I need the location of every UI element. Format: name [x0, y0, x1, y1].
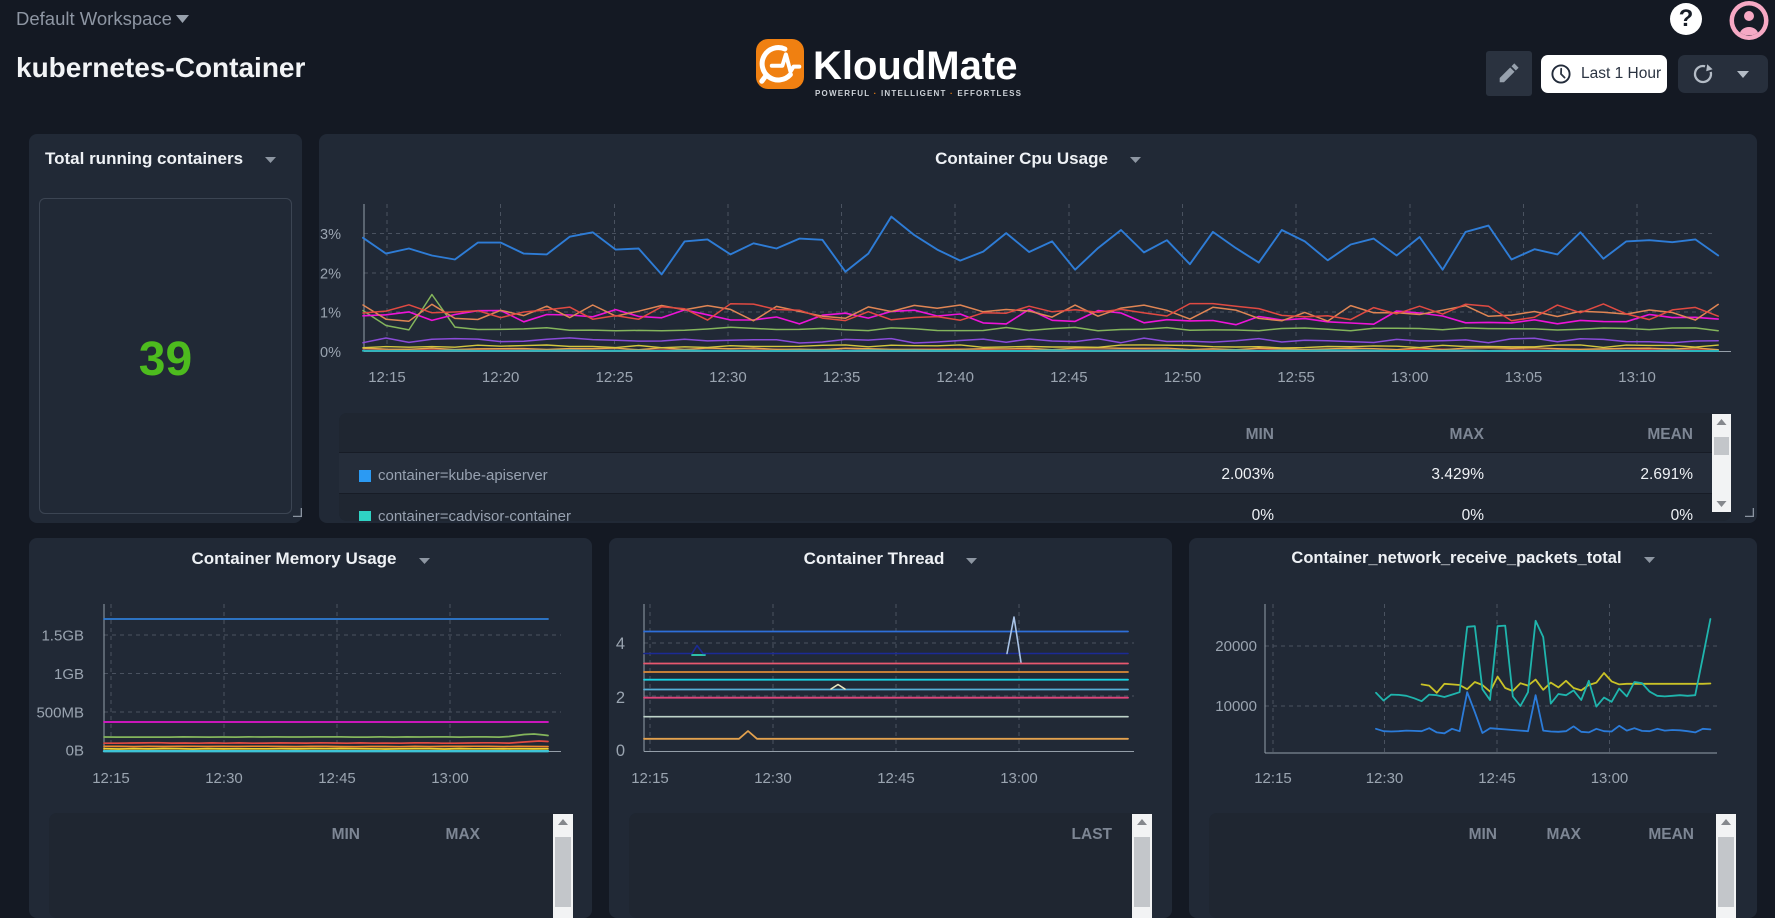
svg-text:13:10: 13:10 — [1618, 369, 1656, 386]
svg-text:2: 2 — [616, 689, 625, 707]
svg-text:0%: 0% — [320, 345, 341, 361]
svg-text:12:40: 12:40 — [936, 369, 974, 386]
svg-text:13:05: 13:05 — [1505, 369, 1543, 386]
svg-text:500MB: 500MB — [36, 705, 84, 722]
svg-text:13:00: 13:00 — [1591, 770, 1629, 787]
svg-text:2%: 2% — [320, 266, 341, 282]
svg-text:13:00: 13:00 — [1391, 369, 1429, 386]
svg-text:12:15: 12:15 — [368, 369, 406, 386]
svg-text:12:45: 12:45 — [318, 770, 356, 787]
svg-text:12:35: 12:35 — [823, 369, 861, 386]
svg-text:13:00: 13:00 — [1000, 770, 1038, 787]
svg-text:3%: 3% — [320, 227, 341, 243]
svg-text:12:30: 12:30 — [205, 770, 243, 787]
svg-text:13:00: 13:00 — [431, 770, 469, 787]
svg-text:12:30: 12:30 — [754, 770, 792, 787]
svg-text:12:30: 12:30 — [709, 369, 747, 386]
svg-text:12:15: 12:15 — [1254, 770, 1292, 787]
svg-text:10000: 10000 — [1215, 698, 1257, 715]
svg-text:12:45: 12:45 — [877, 770, 915, 787]
svg-text:12:45: 12:45 — [1050, 369, 1088, 386]
svg-text:1GB: 1GB — [54, 666, 84, 683]
svg-text:0: 0 — [616, 742, 625, 760]
svg-text:12:30: 12:30 — [1366, 770, 1404, 787]
svg-text:20000: 20000 — [1215, 638, 1257, 655]
svg-text:12:50: 12:50 — [1164, 369, 1202, 386]
svg-text:4: 4 — [616, 635, 625, 653]
svg-text:1%: 1% — [320, 306, 341, 322]
svg-text:12:55: 12:55 — [1277, 369, 1315, 386]
svg-text:1.5GB: 1.5GB — [41, 628, 84, 645]
svg-text:12:45: 12:45 — [1478, 770, 1516, 787]
svg-text:12:20: 12:20 — [482, 369, 520, 386]
svg-text:0B: 0B — [66, 743, 84, 760]
svg-text:12:15: 12:15 — [631, 770, 669, 787]
svg-text:12:25: 12:25 — [596, 369, 634, 386]
svg-text:12:15: 12:15 — [92, 770, 130, 787]
